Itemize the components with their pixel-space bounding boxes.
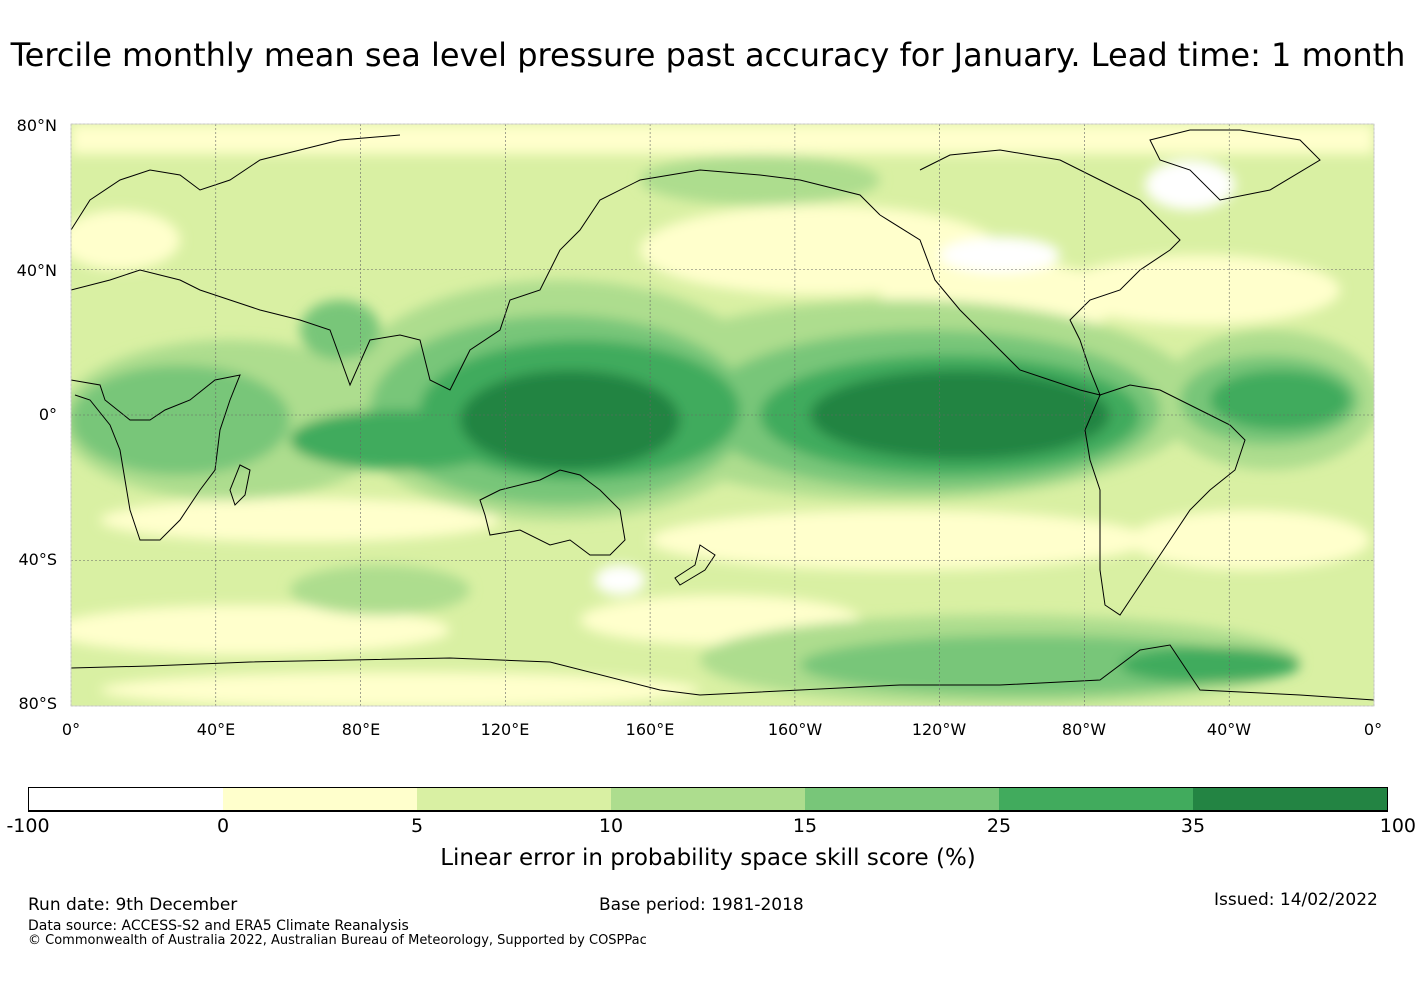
colorbar-tick: 5 [410,815,424,837]
colorbar-segment-3 [417,787,611,811]
eurasia-coast [71,169,881,391]
lat-label-40s: 40°S [18,550,57,569]
run-date: Run date: 9th December [28,895,238,915]
lat-label-80s: 80°S [18,694,57,713]
antarctica-coast [71,644,1374,701]
colorbar-tick: 100 [1379,815,1416,837]
lon-label-0-east: 0° [1363,720,1383,739]
colorbar-segment-2 [223,787,417,811]
data-source: Data source: ACCESS-S2 and ERA5 Climate … [28,918,409,934]
south-america-coast [1084,384,1246,616]
colorbar-segment-7 [1193,787,1388,811]
colorbar-tick: 35 [1180,815,1206,837]
skill-field [71,124,1374,706]
lat-label-equator: 0° [38,405,57,424]
europe-coast [71,134,401,231]
lon-label-80w: 80°W [1061,720,1107,739]
madagascar-coast [229,464,251,506]
copyright: © Commonwealth of Australia 2022, Austra… [28,933,647,948]
new-zealand-coast [674,544,716,586]
colorbar-segment-4 [611,787,805,811]
colorbar-tick: 25 [986,815,1012,837]
coastlines [71,129,1374,701]
greenland-coast [1149,129,1321,201]
lon-label-120e: 120°E [480,720,530,739]
north-america-coast [879,149,1181,396]
lon-label-80e: 80°E [341,720,381,739]
colorbar-tick: -100 [6,815,50,837]
lon-label-120w: 120°W [911,720,967,739]
lon-label-0-west: 0° [61,720,81,739]
colorbar-segment-1 [28,787,223,811]
base-period: Base period: 1981-2018 [599,895,804,915]
colorbar-tick: 10 [598,815,624,837]
colorbar-tick: 0 [216,815,230,837]
colorbar-label: Linear error in probability space skill … [440,845,976,871]
australia-coast [479,469,626,556]
colorbar-segment-5 [805,787,999,811]
lon-label-40w: 40°W [1206,720,1252,739]
colorbar-tick: 15 [792,815,818,837]
lon-label-160e: 160°E [625,720,675,739]
colorbar-segment-6 [999,787,1193,811]
lon-label-160w: 160°W [767,720,823,739]
map-title: Tercile monthly mean sea level pressure … [10,36,1406,74]
lon-label-40e: 40°E [196,720,236,739]
lat-label-80n: 80°N [16,116,57,135]
lat-label-40n: 40°N [16,261,57,280]
issued-date: Issued: 14/02/2022 [1214,890,1378,910]
map-frame [70,123,1375,707]
africa-coast [71,374,241,541]
